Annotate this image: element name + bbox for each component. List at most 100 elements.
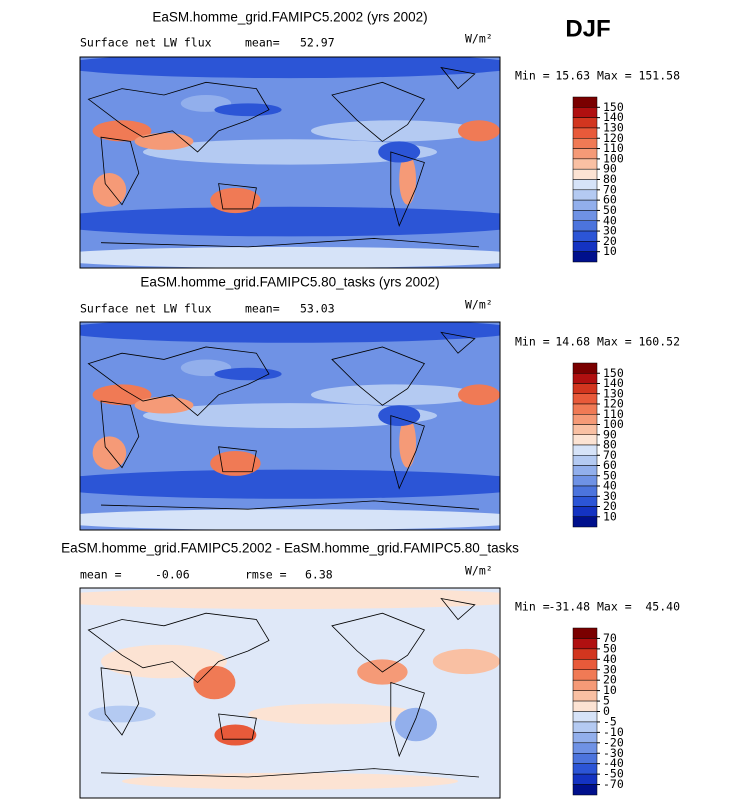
colorbar-label: 5 — [603, 694, 610, 708]
colorbar-label: 100 — [603, 151, 624, 165]
colorbar-label: 60 — [603, 193, 617, 207]
colorbar-box — [572, 455, 598, 466]
colorbar-box — [572, 168, 598, 180]
map-feature — [214, 724, 257, 746]
colorbar-box — [572, 638, 598, 650]
colorbar-box — [572, 742, 598, 754]
coastline — [87, 81, 270, 153]
coastline — [87, 612, 270, 684]
colorbar-box — [572, 659, 598, 670]
colorbar-box — [572, 424, 598, 435]
coastline — [390, 151, 425, 228]
map-feature — [399, 417, 416, 468]
coastline — [100, 500, 480, 510]
colorbar-box — [572, 241, 598, 252]
map-frame — [79, 321, 501, 531]
min-value: -31.48 — [548, 600, 590, 614]
colorbar-label: 80 — [603, 438, 617, 452]
colorbar-label: 60 — [603, 458, 617, 472]
colorbar-label: 40 — [603, 479, 617, 493]
colorbar-box — [572, 383, 598, 394]
stat-label: rmse = — [245, 568, 287, 582]
coastline — [440, 66, 476, 90]
colorbar-label: 140 — [603, 376, 624, 390]
map-feature — [214, 367, 282, 381]
colorbar-box — [572, 444, 598, 456]
colorbar-label: 30 — [603, 662, 617, 676]
max-label: Max = — [597, 69, 632, 83]
colorbar-label: 10 — [603, 683, 617, 697]
colorbar-box — [572, 230, 598, 242]
colorbar-label: 90 — [603, 162, 617, 176]
map-feature — [210, 187, 261, 214]
map-feature — [311, 120, 479, 142]
colorbar-box — [572, 189, 598, 201]
colorbar-label: 50 — [603, 468, 617, 482]
colorbar-box — [572, 763, 598, 775]
stat-label: mean= — [245, 36, 280, 50]
colorbar-box — [572, 700, 598, 712]
colorbar-box — [572, 434, 598, 446]
map-feature — [80, 206, 500, 237]
colorbar-label: -50 — [603, 767, 624, 781]
colorbar-box — [572, 773, 598, 785]
min-label: Min = — [515, 600, 550, 614]
colorbar-box — [572, 107, 598, 118]
colorbar-label: 20 — [603, 499, 617, 513]
colorbar-label: -40 — [603, 756, 624, 770]
colorbar-box — [572, 393, 598, 405]
map-feature — [80, 57, 500, 79]
colorbar-label: 80 — [603, 172, 617, 186]
panel-title: EaSM.homme_grid.FAMIPC5.2002 (yrs 2002) — [152, 10, 427, 25]
colorbar-box — [572, 690, 598, 702]
map-feature — [80, 322, 500, 343]
colorbar-label: 50 — [603, 203, 617, 217]
map-feature — [92, 173, 127, 207]
colorbar-label: -70 — [603, 777, 624, 791]
colorbar-box — [572, 251, 598, 263]
stat-label: mean= — [245, 302, 280, 316]
colorbar-label: 150 — [603, 100, 624, 114]
coastline — [100, 768, 480, 778]
map-frame — [79, 56, 501, 269]
map-field — [80, 322, 500, 530]
colorbar-box — [572, 220, 598, 232]
coastline — [331, 612, 426, 673]
colorbar-box — [572, 784, 598, 796]
map-feature — [143, 139, 437, 165]
coastline — [331, 346, 426, 406]
colorbar-label: 20 — [603, 673, 617, 687]
colorbar-label: 50 — [603, 641, 617, 655]
map-feature — [101, 644, 227, 679]
map-feature — [134, 132, 194, 150]
colorbar-box — [572, 148, 598, 160]
colorbar-label: 0 — [603, 704, 610, 718]
units-label: W/m² — [465, 32, 493, 46]
colorbar-label: 110 — [603, 141, 624, 155]
colorbar-box — [572, 403, 598, 415]
coastline — [390, 415, 425, 490]
colorbar-label: 120 — [603, 131, 624, 145]
stat-value: -0.06 — [155, 568, 190, 582]
units-label: W/m² — [465, 564, 493, 578]
colorbar-label: 70 — [603, 182, 617, 196]
map-feature — [248, 703, 416, 725]
colorbar-label: 20 — [603, 234, 617, 248]
colorbar-box — [572, 117, 598, 129]
map-feature — [395, 707, 437, 742]
coastline — [100, 400, 140, 469]
colorbar-label: 100 — [603, 417, 624, 431]
min-label: Min = — [515, 335, 550, 349]
variable-label: Surface net LW flux — [80, 36, 212, 50]
map-feature — [88, 705, 156, 723]
colorbar-box — [572, 179, 598, 191]
colorbar-box — [572, 127, 598, 139]
colorbar-box — [572, 362, 598, 374]
colorbar-box — [572, 506, 598, 517]
colorbar-label: 90 — [603, 427, 617, 441]
colorbar-label: 110 — [603, 407, 624, 421]
stat-value: 52.97 — [300, 36, 335, 50]
max-label: Max = — [597, 600, 632, 614]
map-feature — [311, 384, 479, 406]
map-feature — [92, 120, 152, 142]
